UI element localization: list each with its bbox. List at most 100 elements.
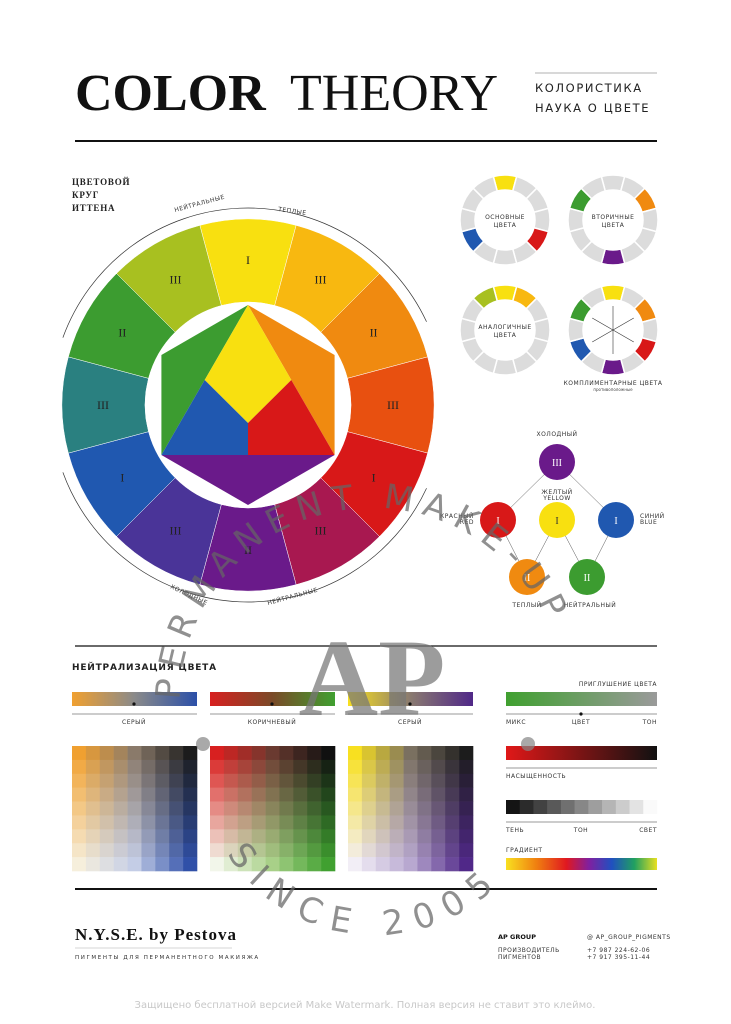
mix-cell (445, 787, 460, 802)
phone: +7 917 395-11-44 (587, 954, 650, 961)
shade-step (533, 800, 548, 814)
mix-cell (375, 815, 390, 830)
mix-cell (127, 759, 142, 775)
inner-shape (204, 305, 292, 423)
mix-cell (251, 746, 266, 761)
inner-shape (161, 455, 335, 505)
mix-cell (251, 815, 266, 830)
bar-label: СЕРЫЙ (122, 719, 146, 726)
tone-label: МИКС (506, 719, 526, 726)
group: AP GROUP (498, 933, 536, 941)
mix-cell (417, 843, 432, 858)
mix-cell (210, 773, 225, 788)
mix-cell (85, 746, 101, 761)
mix-cell (293, 787, 308, 802)
section-heading: НЕЙТРАЛИЗАЦИЯ ЦВЕТА (72, 661, 217, 673)
mix-cell (127, 746, 142, 761)
mix-cell (141, 829, 156, 844)
mix-cell (431, 773, 446, 788)
mix-cell (361, 815, 377, 830)
shade-step (519, 800, 534, 814)
mix-cell (361, 787, 377, 802)
watermark-dot (521, 737, 535, 751)
mix-cell (85, 773, 101, 788)
mix-cell (223, 773, 239, 788)
mix-cell (183, 787, 198, 802)
mix-cell (237, 801, 252, 816)
mix-cell (348, 829, 363, 844)
triad-caption: ЖЕЛТЫЙ (541, 489, 572, 496)
scheme-label: КОМПЛИМЕНТАРНЫЕ ЦВЕТА (564, 380, 663, 387)
mix-cell (127, 773, 142, 788)
mix-cell (99, 746, 114, 761)
shade-step (506, 800, 521, 814)
mix-cell (321, 843, 336, 858)
mix-cell (417, 801, 432, 816)
mix-cell (169, 829, 184, 844)
scheme-segment (580, 175, 607, 200)
mix-cell (348, 843, 363, 858)
mix-cell (375, 759, 390, 775)
mix-cell (375, 746, 390, 761)
mix-cell (445, 815, 460, 830)
triad-caption: RED (460, 519, 474, 526)
mix-cell (389, 843, 404, 858)
mix-cell (141, 759, 156, 775)
mix-cell (237, 759, 252, 775)
mix-cell (417, 787, 432, 802)
shade-step (615, 800, 630, 814)
mix-cell (223, 787, 239, 802)
mix-cell (445, 857, 460, 872)
segment-label: I (246, 253, 250, 267)
neutral-bar (72, 692, 197, 706)
maker: ПРОИЗВОДИТЕЛЬ (498, 947, 560, 954)
mix-cell (361, 843, 377, 858)
mix-cell (321, 746, 336, 761)
mix-cell (445, 843, 460, 858)
shade-step (560, 800, 575, 814)
mix-cell (210, 857, 225, 872)
mix-cell (183, 829, 198, 844)
triad-node (569, 559, 605, 595)
mix-cell (279, 857, 294, 872)
brand: N.Y.S.E. by Pestova (75, 925, 237, 944)
segment-label: III (97, 398, 109, 412)
mix-cell (265, 815, 280, 830)
mix-cell (375, 787, 390, 802)
mix-cell (113, 857, 128, 872)
mix-cell (72, 843, 87, 858)
mix-cell (127, 829, 142, 844)
mix-cell (293, 773, 308, 788)
neutral-bar (210, 692, 335, 706)
mix-cell (265, 801, 280, 816)
mix-cell (417, 815, 432, 830)
mix-cell (265, 857, 280, 872)
mix-cell (459, 801, 474, 816)
mix-cell (431, 843, 446, 858)
mix-cell (389, 759, 404, 775)
mix-cell (155, 829, 170, 844)
subtitle: НАУКА О ЦВЕТЕ (535, 101, 650, 115)
mix-cell (169, 857, 184, 872)
segment-label: III (170, 524, 182, 538)
mix-cell (348, 801, 363, 816)
mix-cell (223, 759, 239, 775)
mix-cell (459, 843, 474, 858)
tone-label: ТЕНЬ (505, 827, 524, 834)
mix-cell (127, 843, 142, 858)
mix-cell (72, 746, 87, 761)
mix-cell (417, 759, 432, 775)
scheme-segment (580, 285, 607, 310)
shade-step (629, 800, 644, 814)
mix-cell (348, 787, 363, 802)
mix-cell (155, 759, 170, 775)
mix-cell (431, 801, 446, 816)
mix-cell (183, 759, 198, 775)
mix-cell (459, 759, 474, 775)
mix-cell (279, 829, 294, 844)
wheel-heading: КРУГ (72, 190, 99, 200)
mix-cell (72, 815, 87, 830)
triad-caption: YELLOW (542, 495, 571, 502)
mix-cell (307, 843, 322, 858)
mix-cell (348, 773, 363, 788)
